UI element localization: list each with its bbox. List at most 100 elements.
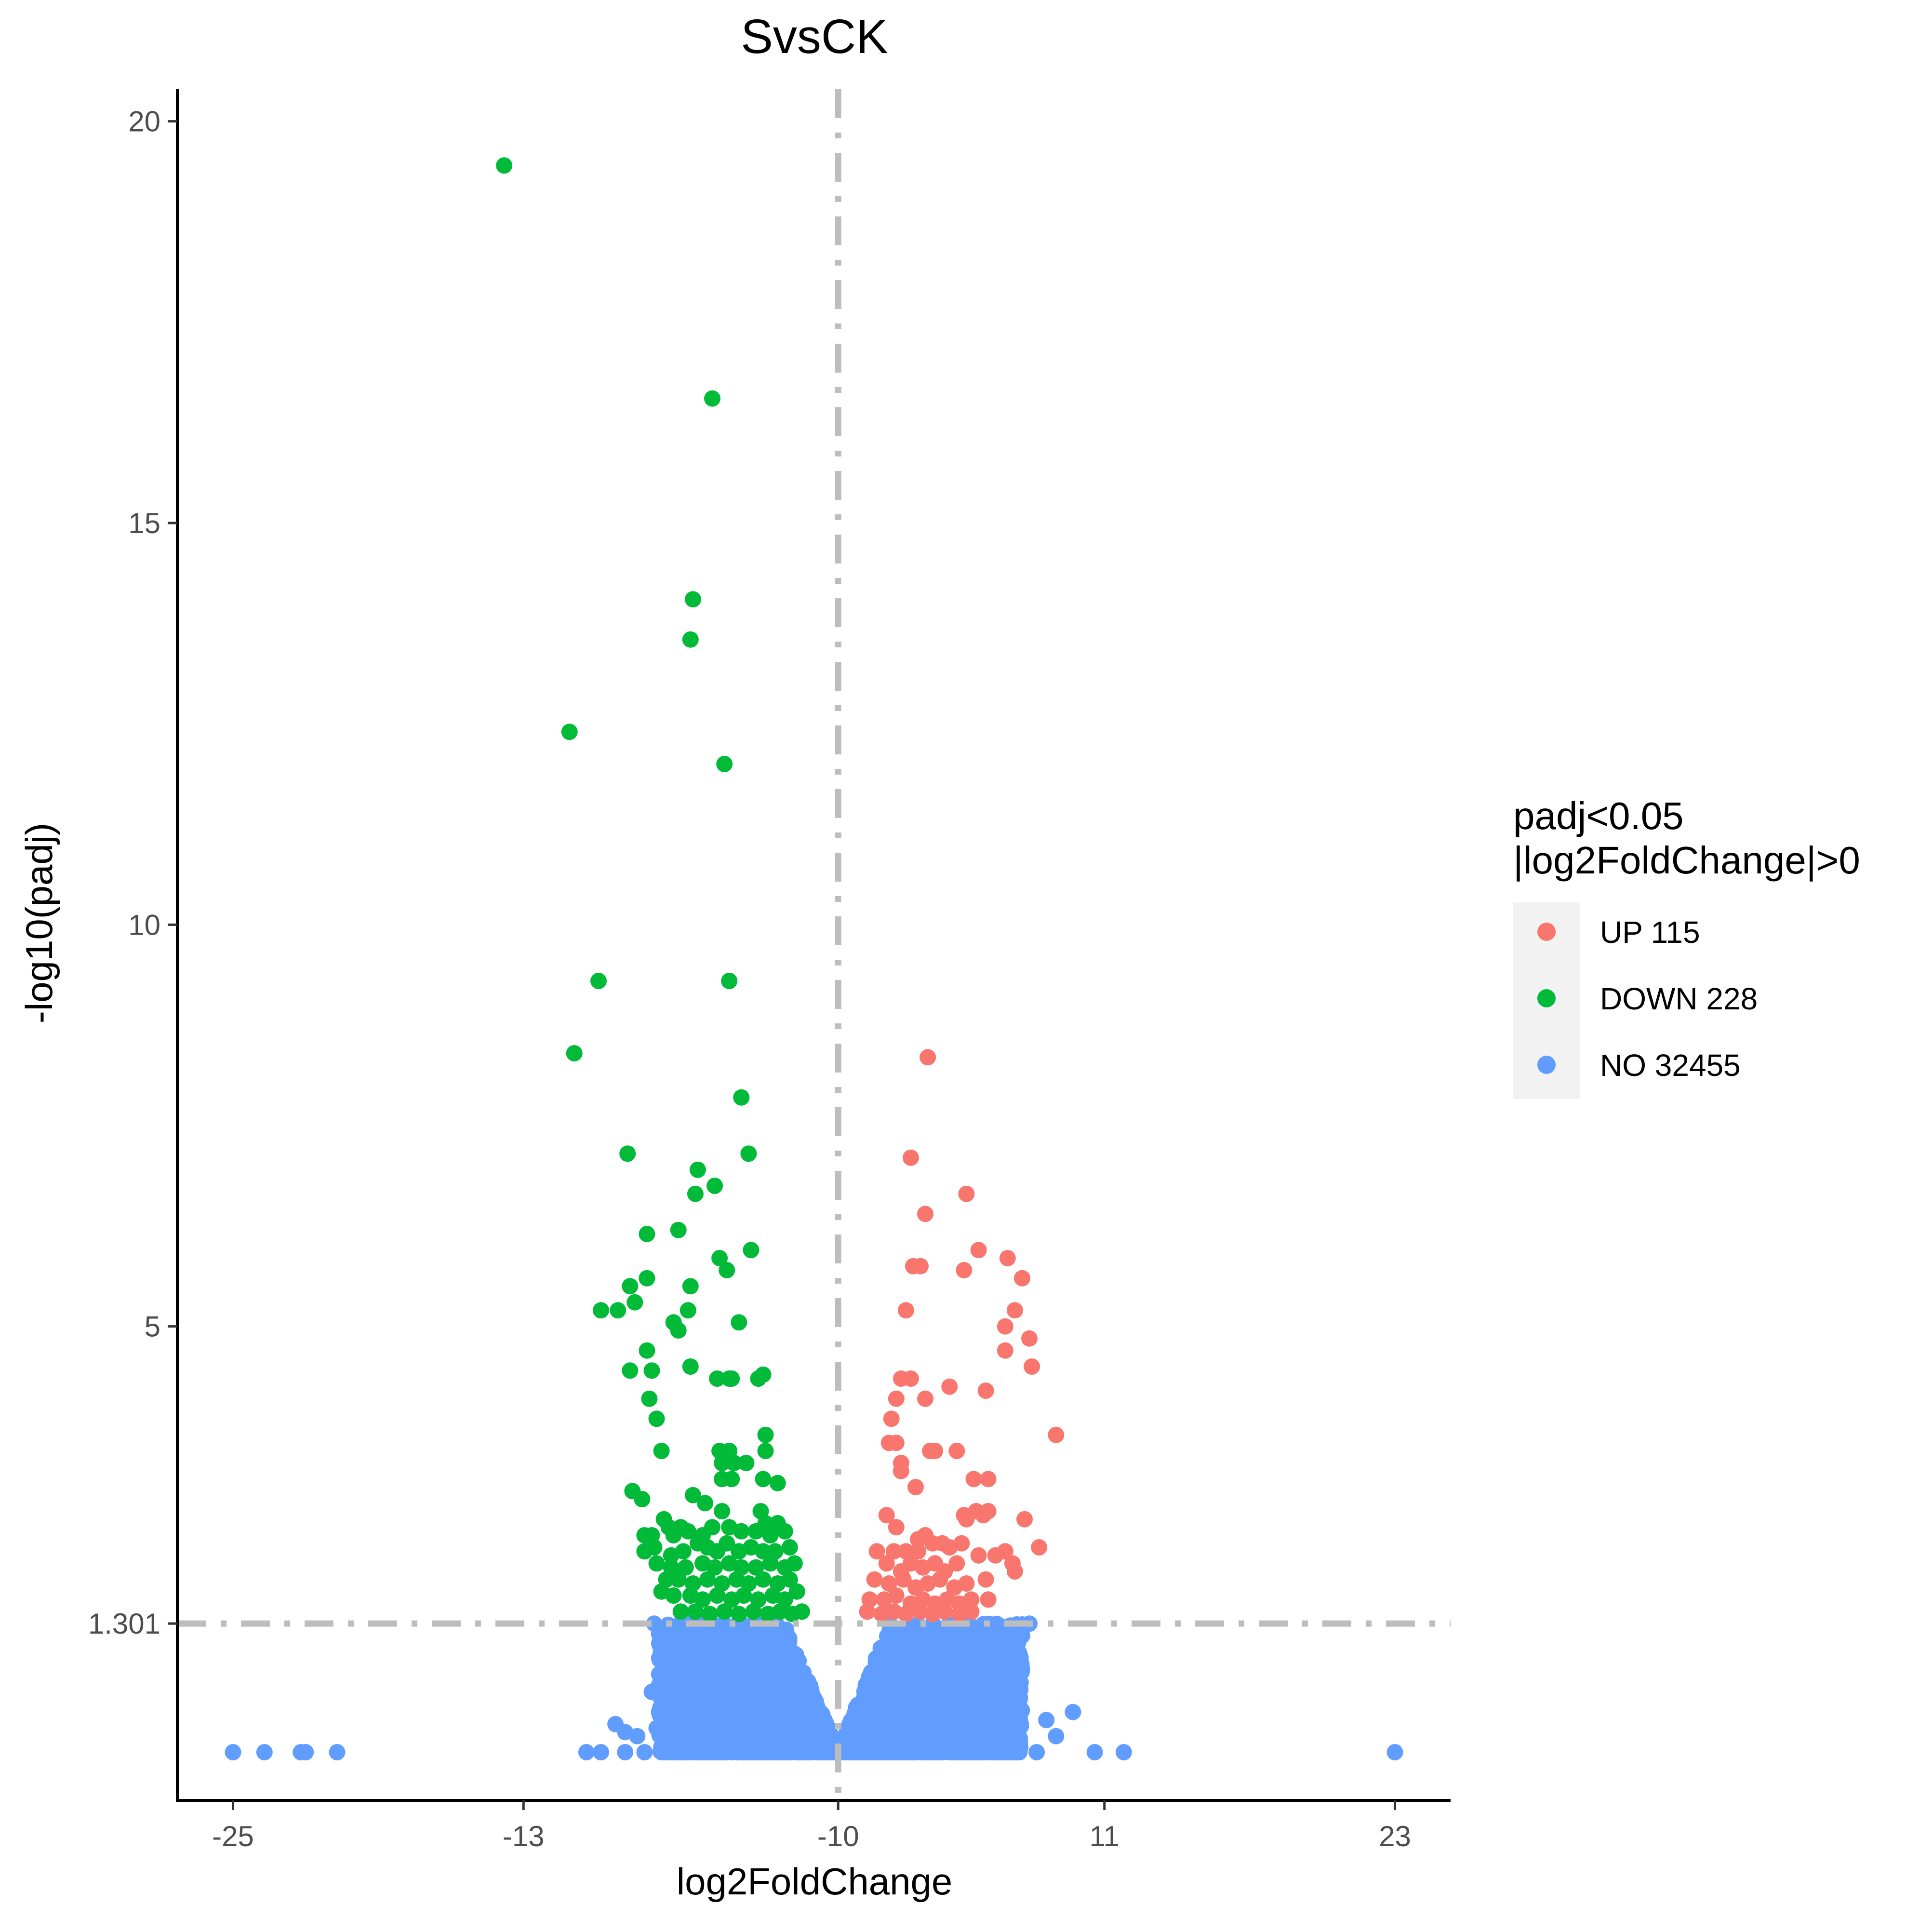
point-no (993, 1675, 1010, 1691)
point-no (1048, 1728, 1065, 1744)
point-up (927, 1443, 944, 1459)
point-down (680, 1302, 696, 1319)
point-no (1086, 1744, 1103, 1760)
point-down (769, 1475, 786, 1491)
point-no (924, 1655, 941, 1672)
x-tick-label: 11 (1090, 1820, 1120, 1852)
point-no (862, 1693, 879, 1710)
point-no (1009, 1744, 1026, 1760)
x-axis-title: log2FoldChange (677, 1860, 952, 1903)
point-up (1006, 1563, 1023, 1580)
point-down (682, 1278, 699, 1295)
point-no (712, 1700, 729, 1717)
point-no (947, 1625, 964, 1641)
point-no (997, 1708, 1013, 1724)
point-up (958, 1185, 975, 1202)
point-up (970, 1242, 987, 1259)
point-no (793, 1695, 810, 1712)
point-down (610, 1302, 626, 1319)
point-no (987, 1636, 1004, 1652)
point-down (648, 1410, 665, 1427)
point-up (897, 1302, 914, 1319)
point-up (1014, 1270, 1030, 1287)
point-no (1004, 1646, 1021, 1663)
point-up (868, 1543, 885, 1560)
point-up (963, 1603, 980, 1620)
point-down (726, 1455, 743, 1471)
point-down (702, 1606, 718, 1623)
x-tick-label: 23 (1379, 1820, 1411, 1852)
point-down (747, 1523, 764, 1540)
point-up (948, 1555, 965, 1572)
point-down (687, 1603, 704, 1620)
point-no (774, 1664, 791, 1681)
point-down (714, 1455, 731, 1471)
point-up (893, 1462, 909, 1479)
point-down (762, 1527, 779, 1543)
point-no (329, 1744, 346, 1760)
point-down (648, 1555, 665, 1572)
point-no (1028, 1744, 1045, 1760)
point-up (997, 1318, 1013, 1335)
point-up (910, 1531, 926, 1548)
point-down (711, 1250, 728, 1266)
point-down (670, 1322, 687, 1339)
point-no (760, 1744, 776, 1760)
tick-labels: -25 -13 -10 11 23 20 15 10 5 1.301 (88, 106, 1411, 1852)
point-up (1016, 1511, 1033, 1528)
point-no (769, 1695, 786, 1711)
point-down (694, 1591, 711, 1608)
point-down (665, 1587, 682, 1604)
point-no (687, 1728, 704, 1744)
point-up (878, 1555, 895, 1572)
point-up (948, 1443, 965, 1459)
point-down (566, 1045, 583, 1061)
point-down (672, 1603, 689, 1620)
point-no (864, 1720, 880, 1737)
point-down (684, 1487, 701, 1503)
point-no (992, 1744, 1009, 1760)
point-down (781, 1539, 798, 1556)
point-no (951, 1660, 968, 1676)
point-up (888, 1587, 905, 1604)
point-down (793, 1603, 810, 1620)
point-no (680, 1744, 696, 1760)
point-up (873, 1606, 890, 1623)
point-down (714, 1503, 731, 1519)
point-no (903, 1684, 920, 1701)
point-no (971, 1673, 987, 1690)
point-no (931, 1717, 947, 1733)
point-no (1010, 1685, 1026, 1702)
point-up (980, 1471, 997, 1488)
point-no (858, 1675, 875, 1692)
point-no (744, 1659, 760, 1676)
point-no (648, 1720, 665, 1736)
point-no (629, 1728, 646, 1744)
point-up (932, 1571, 948, 1588)
point-up (980, 1591, 997, 1608)
point-up (1024, 1358, 1040, 1375)
point-up (958, 1511, 975, 1528)
point-no (963, 1651, 980, 1668)
point-down (776, 1523, 793, 1540)
y-tick-label: 15 (128, 507, 160, 539)
point-no (1065, 1704, 1081, 1720)
point-no (683, 1625, 700, 1642)
point-down (719, 1262, 735, 1278)
point-up (895, 1571, 912, 1588)
point-no (773, 1714, 789, 1731)
point-down (646, 1539, 663, 1556)
x-tick-label: -10 (817, 1820, 859, 1852)
point-up (917, 1390, 933, 1407)
point-down (639, 1270, 655, 1287)
point-down (643, 1362, 660, 1379)
point-no (793, 1744, 810, 1760)
point-no (932, 1636, 948, 1652)
legend-title-line1: padj<0.05 (1513, 794, 1684, 837)
point-no (651, 1704, 667, 1720)
point-no (680, 1715, 697, 1732)
point-down (639, 1342, 655, 1359)
point-down (682, 631, 699, 648)
point-up (1006, 1302, 1023, 1319)
point-no (752, 1697, 769, 1714)
